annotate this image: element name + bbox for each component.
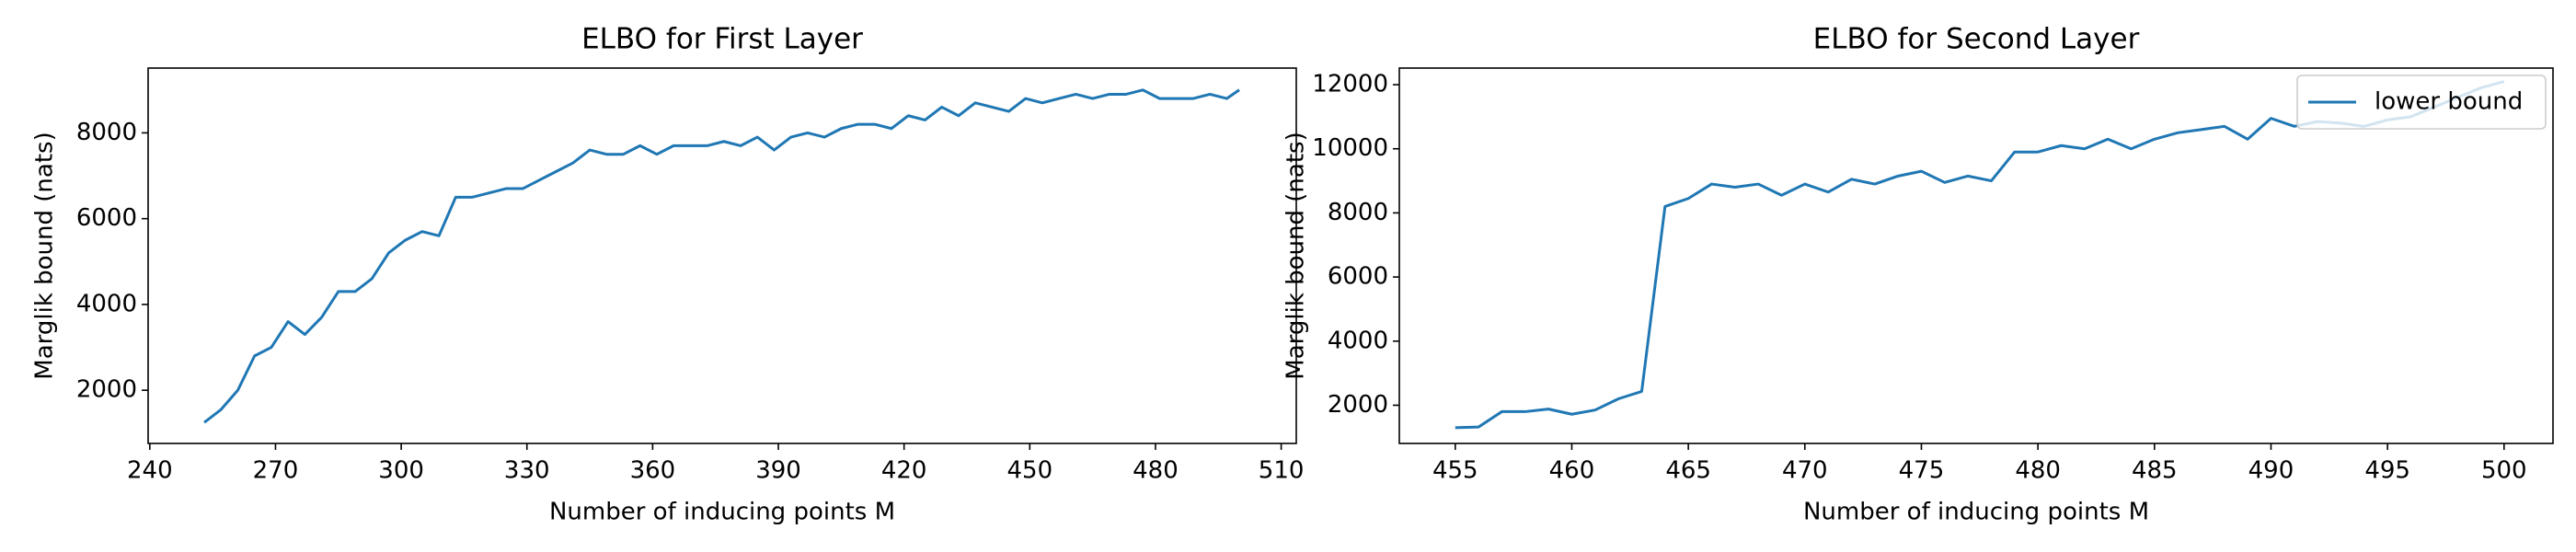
data-line — [203, 88, 1240, 424]
x-tick-label: 270 — [253, 457, 299, 485]
x-tick-label: 450 — [1006, 457, 1052, 485]
x-tick-label: 360 — [630, 457, 676, 485]
x-tick-label: 240 — [127, 457, 173, 485]
y-tick-label: 12000 — [1312, 71, 1388, 98]
x-axis-label: Number of inducing points M — [1803, 499, 2149, 526]
legend: lower bound — [2296, 75, 2547, 130]
x-tick-label: 460 — [1549, 457, 1595, 485]
x-tick-label: 495 — [2364, 457, 2410, 485]
x-tick-label: 470 — [1782, 457, 1828, 485]
data-line — [1455, 80, 2505, 430]
y-tick-label: 2000 — [76, 376, 137, 404]
chart-title: ELBO for Second Layer — [1813, 23, 2140, 56]
legend-label: lower bound — [2375, 88, 2523, 116]
x-tick-label: 455 — [1432, 457, 1478, 485]
y-tick-label: 4000 — [76, 290, 137, 317]
y-tick-label: 8000 — [1328, 199, 1388, 226]
x-tick-label: 475 — [1899, 457, 1945, 485]
x-tick-label: 330 — [504, 457, 550, 485]
y-tick-label: 10000 — [1312, 134, 1388, 162]
y-axis-label: Marglik bound (nats) — [31, 132, 59, 379]
x-tick-label: 485 — [2132, 457, 2178, 485]
subplot: ELBO for First Layer Number of inducing p… — [31, 23, 1305, 526]
axes-frame — [147, 67, 1297, 444]
x-tick-label: 465 — [1665, 457, 1711, 485]
y-tick-label: 6000 — [1328, 263, 1388, 291]
x-tick-label: 500 — [2481, 457, 2527, 485]
y-axis-label: Marglik bound (nats) — [1282, 132, 1310, 379]
y-tick-label: 4000 — [1328, 327, 1388, 354]
legend-box — [2296, 75, 2547, 130]
x-tick-label: 510 — [1259, 457, 1305, 485]
x-axis-label: Number of inducing points M — [549, 499, 895, 526]
x-tick-label: 480 — [2015, 457, 2061, 485]
y-tick-label: 6000 — [76, 204, 137, 232]
y-tick-label: 2000 — [1328, 391, 1388, 419]
x-tick-label: 420 — [881, 457, 927, 485]
chart-title: ELBO for First Layer — [581, 23, 863, 56]
x-tick-label: 390 — [755, 457, 801, 485]
y-tick-label: 8000 — [76, 119, 137, 146]
subplot: ELBO for Second Layer Number of inducing … — [1282, 23, 2554, 526]
x-tick-label: 490 — [2248, 457, 2294, 485]
axes-frame — [1398, 67, 2554, 444]
x-tick-label: 480 — [1133, 457, 1179, 485]
x-tick-label: 300 — [378, 457, 424, 485]
